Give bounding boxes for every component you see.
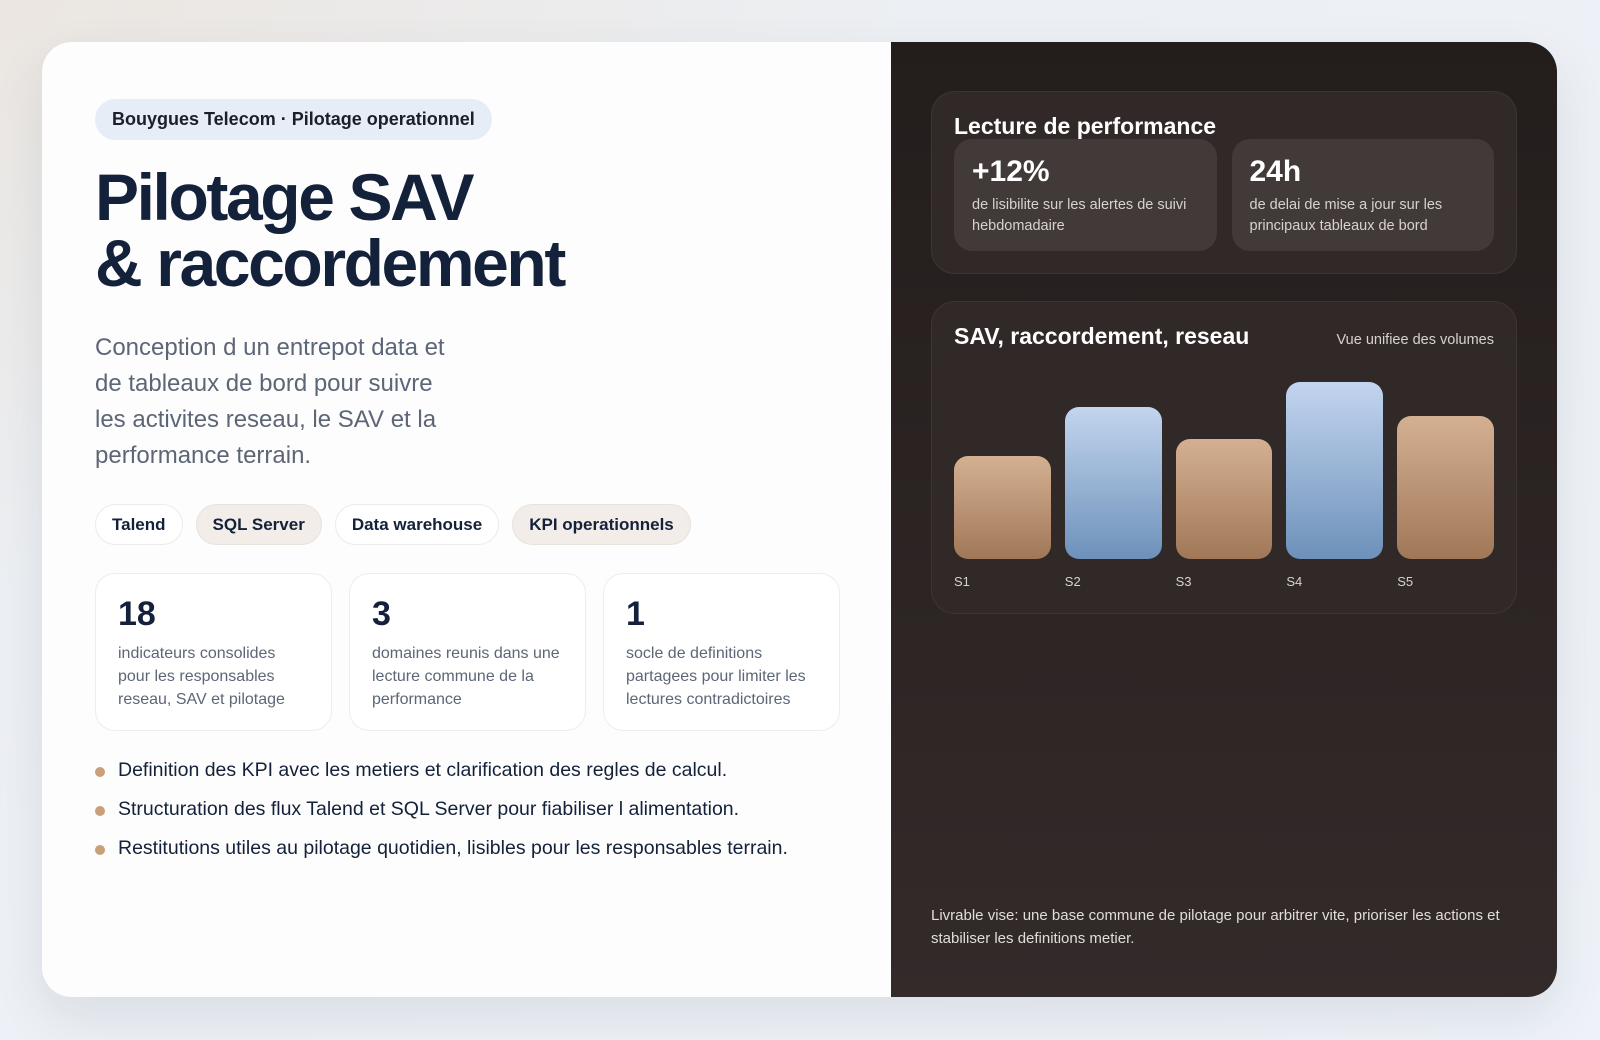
tag-sql-server: SQL Server <box>195 504 322 545</box>
stat-card-domains: 3 domaines reunis dans une lecture commu… <box>349 573 586 731</box>
bar-label: S2 <box>1064 574 1081 589</box>
bar-chart: S1 S2 S3 S4 S5 <box>954 382 1494 589</box>
bar-label: S1 <box>954 574 970 589</box>
stat-value: 3 <box>372 595 391 633</box>
insights-panel: Lecture de performance +12% de lisibilit… <box>891 42 1557 997</box>
stat-value: 18 <box>118 595 156 633</box>
bar-label: S5 <box>1397 574 1414 589</box>
chart-subtitle: Vue unifiee des volumes <box>1336 332 1494 348</box>
tag-kpi-operationnels: KPI operationnels <box>512 504 691 545</box>
tag-data-warehouse: Data warehouse <box>334 504 500 545</box>
kpi-label: de lisibilite sur les alertes de suivi h… <box>972 197 1187 234</box>
kpi-value: +12% <box>972 155 1050 188</box>
chart-header: SAV, raccordement, reseau Vue unifiee de… <box>954 324 1494 348</box>
bar-column-s3: S3 <box>1175 382 1273 589</box>
stat-label: socle de definitions partagees pour limi… <box>626 645 806 708</box>
list-item: Restitutions utiles au pilotage quotidie… <box>95 837 891 859</box>
performance-title: Lecture de performance <box>954 113 1217 139</box>
bar-column-s2: S2 <box>1064 382 1162 589</box>
list-item-text: Structuration des flux Talend et SQL Ser… <box>118 798 740 820</box>
bar-s2 <box>1064 407 1162 559</box>
list-item-text: Restitutions utiles au pilotage quotidie… <box>118 837 788 859</box>
title-line-2: & raccordement <box>95 226 566 300</box>
tech-tags: Talend SQL Server Data warehouse KPI ope… <box>95 504 891 545</box>
stats-row: 18 indicateurs consolides pour les respo… <box>95 573 891 731</box>
bar-column-s1: S1 <box>954 382 1051 589</box>
page-title: Pilotage SAV & raccordement <box>95 164 891 296</box>
kpi-label: de delai de mise a jour sur les principa… <box>1249 197 1443 234</box>
list-item-text: Definition des KPI avec les metiers et c… <box>118 759 728 781</box>
bar-s3 <box>1175 439 1273 559</box>
highlights-list: Definition des KPI avec les metiers et c… <box>95 759 891 859</box>
bullet-dot-icon <box>95 767 105 777</box>
bullet-dot-icon <box>95 806 105 816</box>
volume-chart-panel: SAV, raccordement, reseau Vue unifiee de… <box>931 301 1517 614</box>
bar-column-s4: S4 <box>1286 382 1384 589</box>
list-item: Definition des KPI avec les metiers et c… <box>95 759 891 781</box>
stat-card-definitions: 1 socle de definitions partagees pour li… <box>603 573 840 731</box>
list-item: Structuration des flux Talend et SQL Ser… <box>95 798 891 820</box>
bar-s5 <box>1397 416 1494 559</box>
performance-panel: Lecture de performance +12% de lisibilit… <box>931 91 1517 274</box>
stat-card-indicators: 18 indicateurs consolides pour les respo… <box>95 573 332 731</box>
title-line-1: Pilotage SAV <box>95 160 474 234</box>
bar-label: S3 <box>1175 574 1192 589</box>
bar-s1 <box>954 456 1051 559</box>
bar-s4 <box>1286 382 1384 559</box>
bar-column-s5: S5 <box>1397 382 1494 589</box>
project-overview: Bouygues Telecom · Pilotage operationnel… <box>42 42 891 997</box>
deliverable-note: Livrable vise: une base commune de pilot… <box>931 907 1500 947</box>
kpi-value: 24h <box>1249 155 1302 188</box>
tag-talend: Talend <box>95 504 183 545</box>
stat-label: domaines reunis dans une lecture commune… <box>372 645 560 708</box>
stat-label: indicateurs consolides pour les responsa… <box>118 645 285 708</box>
kpi-card-readability: +12% de lisibilite sur les alertes de su… <box>954 139 1217 251</box>
bar-label: S4 <box>1286 574 1303 589</box>
stat-value: 1 <box>626 595 645 633</box>
bullet-dot-icon <box>95 845 105 855</box>
kpi-card-update-delay: 24h de delai de mise a jour sur les prin… <box>1231 139 1494 251</box>
project-description: Conception d un entrepot data et de tabl… <box>95 334 445 469</box>
client-badge: Bouygues Telecom · Pilotage operationnel <box>95 99 492 140</box>
kpi-row: +12% de lisibilite sur les alertes de su… <box>954 139 1494 251</box>
project-card: Bouygues Telecom · Pilotage operationnel… <box>42 42 1557 997</box>
chart-title: SAV, raccordement, reseau <box>954 323 1250 349</box>
